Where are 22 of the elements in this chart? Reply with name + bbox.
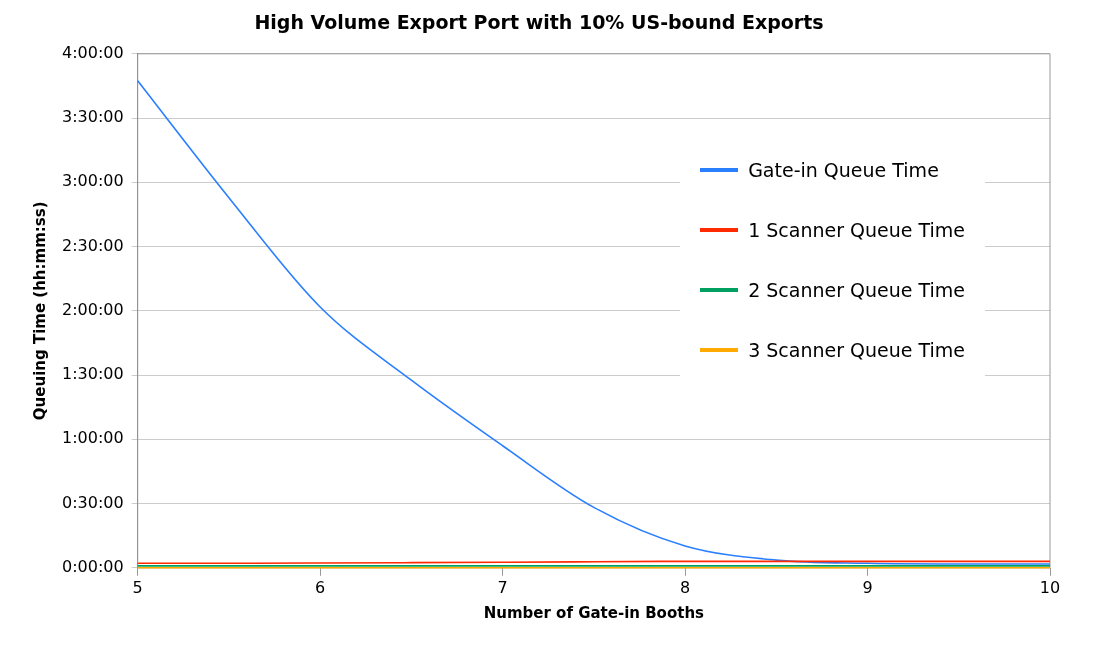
- x-tick-label: 7: [497, 577, 508, 597]
- y-tick-label: 3:00:00: [61, 171, 124, 191]
- x-tick-label: 6: [315, 577, 326, 597]
- y-tick-label: 0:30:00: [61, 492, 124, 512]
- x-tick-label: 9: [862, 577, 873, 597]
- y-tick-label: 2:00:00: [61, 299, 124, 319]
- legend-label: 2 Scanner Queue Time: [748, 279, 965, 301]
- y-tick-label: 1:00:00: [61, 428, 124, 448]
- legend-label: Gate-in Queue Time: [748, 159, 939, 181]
- y-tick-label: 0:00:00: [61, 556, 124, 576]
- y-tick-label: 3:30:00: [61, 107, 124, 127]
- chart-title: High Volume Export Port with 10% US-bound Exports: [254, 11, 824, 34]
- x-axis-title: Number of Gate-in Booths: [483, 603, 705, 622]
- legend-label: 1 Scanner Queue Time: [748, 219, 965, 241]
- legend-label: 3 Scanner Queue Time: [748, 339, 965, 361]
- y-tick-label: 2:30:00: [61, 235, 124, 255]
- y-tick-label: 1:30:00: [61, 364, 124, 384]
- x-tick-label: 8: [679, 577, 691, 597]
- x-tick-label: 10: [1039, 577, 1061, 597]
- x-tick-label: 5: [132, 577, 143, 597]
- y-tick-label: 4:00:00: [61, 42, 124, 62]
- y-axis-title: Queuing Time (hh:mm:ss): [30, 201, 49, 421]
